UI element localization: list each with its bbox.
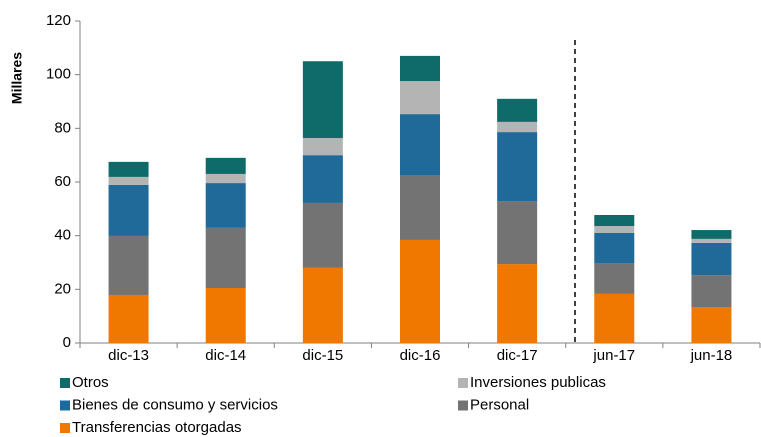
bar-segment [205,183,246,228]
legend-swatch [458,378,468,388]
legend-swatch [60,423,70,433]
bar-segment [594,232,635,264]
bar-segment [108,184,149,236]
bar-segment [691,238,732,243]
bar-segment [108,176,149,185]
y-tick-label: 60 [54,173,71,190]
legend-swatch [60,378,70,388]
legend-label: Otros [72,374,109,391]
y-tick-label: 100 [46,66,71,83]
bar-segment [205,173,246,184]
bar-segment [400,175,440,240]
bar-segment [205,287,246,343]
bar-segment [594,226,635,233]
bar-segment [691,275,732,308]
bar-segment [594,293,635,343]
bar-segment [594,215,635,227]
bar-segment [302,202,343,268]
bar-segment [691,307,732,343]
x-tick-label: dic-15 [302,347,343,364]
bar-segment [691,230,732,239]
x-tick-label: dic-14 [205,347,246,364]
bar-segment [497,264,538,343]
y-tick-label: 80 [54,119,71,136]
y-axis-label: Millares [9,52,25,104]
bar-segment [302,267,343,343]
bar-segment [302,155,343,203]
bar-segment [108,294,149,343]
bar-segment [497,98,538,122]
x-tick-label: dic-16 [400,347,441,364]
x-tick-label: dic-13 [108,347,149,364]
bar-segment [302,137,343,156]
bar-segment [497,121,538,133]
legend-swatch [458,400,468,411]
y-tick-label: 40 [54,227,71,244]
bar-segment [691,242,732,276]
bar-segment [400,239,440,343]
bar-segment [400,55,440,82]
bar-segment [205,157,246,174]
x-tick-label: jun-17 [592,347,635,364]
legend-label: Bienes de consumo y servicios [72,396,278,413]
bar-segment [594,263,635,294]
x-tick-label: dic-17 [497,347,538,364]
bar-segment [497,201,538,265]
bar-segment [400,114,440,176]
legend-label: Inversiones publicas [470,374,606,391]
y-tick-label: 20 [54,280,71,297]
bar-segment [205,227,246,288]
bar-segment [108,161,149,177]
bar-segment [400,81,440,115]
bar-segment [108,235,149,295]
legend-swatch [60,400,70,411]
legend-label: Personal [470,396,529,413]
legend-label: Transferencias otorgadas [72,419,242,436]
y-tick-label: 0 [63,334,71,351]
bar-segment [497,132,538,202]
x-tick-label: jun-18 [690,347,733,364]
y-tick-label: 120 [46,12,71,29]
bar-segment [302,61,343,138]
